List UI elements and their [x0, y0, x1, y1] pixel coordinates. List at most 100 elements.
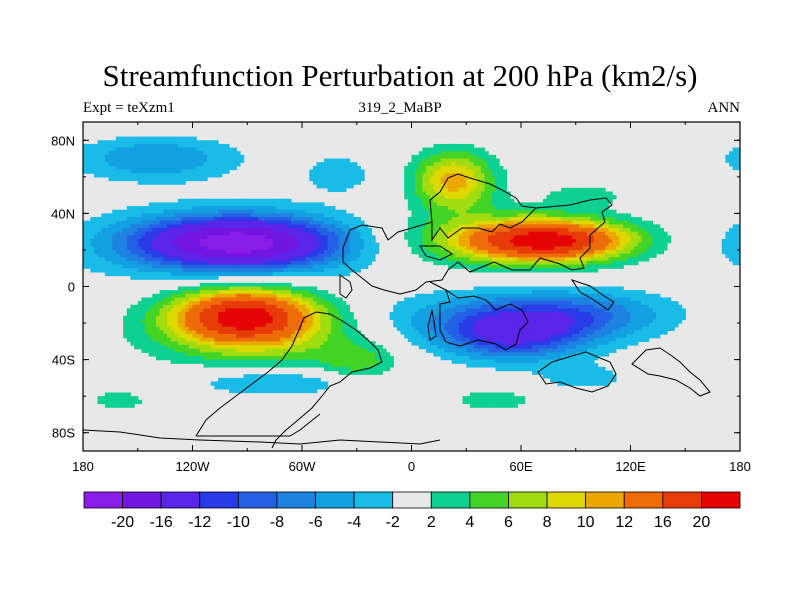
field-cell	[458, 348, 464, 357]
field-cell	[462, 297, 467, 306]
field-cell	[207, 235, 212, 251]
field-cell	[130, 235, 135, 255]
field-cell	[192, 253, 197, 262]
field-cell	[291, 290, 296, 295]
field-cell	[473, 341, 478, 350]
field-cell	[185, 264, 190, 269]
field-cell	[247, 344, 252, 353]
field-cell	[375, 344, 380, 361]
field-cell	[604, 228, 610, 236]
field-cell	[291, 249, 296, 258]
field-cell	[422, 206, 427, 229]
field-cell	[294, 264, 299, 269]
field-cell	[604, 224, 610, 229]
field-cell	[239, 290, 245, 295]
field-cell	[225, 198, 230, 207]
field-cell	[261, 268, 267, 273]
field-cell	[247, 206, 252, 211]
field-cell	[225, 217, 230, 222]
field-cell	[196, 198, 201, 207]
field-cell	[437, 301, 442, 313]
field-cell	[469, 235, 475, 247]
field-cell	[309, 217, 314, 225]
field-cell	[312, 224, 318, 229]
field-cell	[561, 312, 566, 335]
field-cell	[568, 235, 573, 247]
field-cell	[583, 260, 588, 266]
field-cell	[729, 151, 734, 167]
field-cell	[210, 304, 215, 331]
field-cell	[604, 312, 610, 324]
field-cell	[327, 257, 332, 262]
field-cell	[542, 253, 548, 258]
field-cell	[214, 140, 219, 178]
field-cell	[302, 264, 307, 269]
field-cell	[608, 253, 613, 258]
field-cell	[156, 257, 161, 262]
field-cell	[579, 286, 584, 295]
field-cell	[426, 220, 431, 251]
field-cell	[236, 330, 241, 339]
field-cell	[272, 264, 278, 269]
field-cell	[218, 257, 223, 266]
field-cell	[298, 304, 303, 313]
field-cell	[542, 301, 548, 306]
field-cell	[407, 297, 413, 342]
field-cell	[199, 301, 205, 313]
field-cell	[604, 344, 610, 357]
field-cell	[539, 249, 544, 255]
field-cell	[239, 352, 245, 357]
field-cell	[243, 268, 248, 273]
field-cell	[181, 286, 186, 291]
field-cell	[612, 330, 617, 342]
field-cell	[506, 392, 511, 408]
field-cell	[480, 392, 486, 408]
field-cell	[458, 304, 464, 313]
field-cell	[510, 209, 515, 218]
field-cell	[371, 366, 376, 375]
field-cell	[239, 330, 245, 339]
field-cell	[287, 337, 292, 342]
field-cell	[90, 217, 95, 240]
field-cell	[323, 257, 329, 266]
field-cell	[608, 334, 613, 342]
field-cell	[291, 235, 296, 251]
field-cell	[345, 304, 351, 339]
field-cell	[488, 242, 493, 255]
field-cell	[145, 136, 150, 145]
field-cell	[542, 355, 548, 361]
field-cell	[615, 257, 621, 262]
field-cell	[229, 228, 234, 233]
field-cell	[506, 297, 511, 306]
field-cell	[316, 253, 321, 262]
field-cell	[553, 268, 559, 273]
field-cell	[586, 326, 591, 335]
field-cell	[115, 253, 121, 266]
field-cell	[269, 355, 274, 361]
field-cell	[265, 334, 270, 342]
field-cell	[192, 290, 197, 295]
field-cell	[499, 260, 504, 266]
field-cell	[126, 169, 132, 182]
field-cell	[506, 304, 511, 310]
field-cell	[283, 264, 288, 269]
field-cell	[480, 304, 486, 313]
field-cell	[469, 297, 475, 302]
field-cell	[298, 293, 303, 299]
field-cell	[170, 143, 175, 174]
field-cell	[630, 217, 635, 225]
field-cell	[564, 217, 570, 222]
field-cell	[583, 312, 588, 328]
field-cell	[210, 217, 215, 222]
field-cell	[455, 165, 460, 174]
field-cell	[207, 282, 212, 288]
field-cell	[495, 217, 500, 222]
field-cell	[181, 213, 186, 218]
field-cell	[192, 297, 197, 302]
field-cell	[291, 224, 296, 229]
field-cell	[458, 249, 464, 258]
field-cell	[207, 308, 212, 331]
colorbar-swatch	[199, 491, 239, 509]
field-cell	[466, 151, 471, 160]
